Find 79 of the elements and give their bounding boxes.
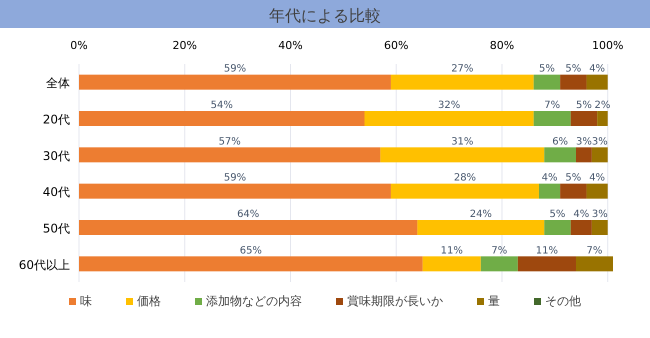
x-tick-label: 100% bbox=[592, 39, 624, 52]
bar bbox=[380, 147, 544, 162]
legend-label: その他 bbox=[545, 294, 581, 308]
data-label: 3% bbox=[592, 136, 608, 148]
bar bbox=[560, 74, 587, 90]
data-label: 24% bbox=[470, 209, 492, 220]
data-label: 54% bbox=[210, 100, 233, 111]
bar bbox=[534, 74, 560, 90]
bar bbox=[390, 184, 539, 199]
data-label: 5% bbox=[565, 64, 582, 75]
bar bbox=[592, 147, 608, 162]
data-label: 5% bbox=[576, 100, 592, 111]
y-tick-label: 20代 bbox=[42, 112, 70, 126]
data-label: 3% bbox=[576, 136, 592, 148]
data-label: 57% bbox=[218, 136, 241, 148]
legend-label: 味 bbox=[80, 294, 92, 308]
x-tick-label: 40% bbox=[278, 39, 303, 52]
bar bbox=[592, 220, 608, 235]
bar bbox=[597, 111, 608, 126]
bar bbox=[79, 256, 423, 272]
legend-label: 添加物などの内容 bbox=[206, 294, 302, 308]
y-tick-label: 全体 bbox=[46, 76, 70, 90]
bar bbox=[544, 220, 571, 235]
data-label: 5% bbox=[550, 209, 566, 220]
bar bbox=[422, 256, 481, 272]
bar bbox=[480, 256, 518, 272]
data-label: 4% bbox=[573, 209, 590, 220]
data-label: 7% bbox=[544, 100, 560, 111]
x-tick-label: 60% bbox=[384, 39, 408, 52]
data-label: 11% bbox=[536, 245, 558, 256]
data-label: 6% bbox=[552, 136, 568, 148]
bar bbox=[576, 147, 592, 162]
data-label: 11% bbox=[440, 245, 463, 256]
bar bbox=[79, 184, 391, 199]
bar bbox=[538, 184, 560, 199]
y-tick-label: 60代以上 bbox=[18, 258, 70, 272]
data-label: 2% bbox=[594, 100, 610, 111]
x-tick-label: 20% bbox=[172, 39, 197, 52]
legend-label: 量 bbox=[488, 294, 500, 308]
data-label: 32% bbox=[438, 100, 460, 111]
bar bbox=[560, 184, 587, 199]
data-label: 31% bbox=[451, 136, 474, 148]
data-label: 27% bbox=[451, 64, 474, 75]
bar bbox=[586, 184, 608, 199]
data-label: 28% bbox=[454, 172, 476, 184]
bar bbox=[518, 256, 576, 272]
legend-label: 価格 bbox=[137, 294, 161, 308]
x-tick-label: 0% bbox=[70, 39, 88, 52]
bar bbox=[534, 111, 571, 126]
bar bbox=[79, 220, 418, 235]
data-label: 4% bbox=[542, 172, 558, 184]
data-label: 59% bbox=[224, 172, 246, 184]
data-label: 3% bbox=[592, 209, 608, 220]
bar bbox=[79, 147, 380, 162]
data-label: 7% bbox=[491, 245, 508, 256]
y-tick-label: 50代 bbox=[42, 222, 70, 236]
bar bbox=[79, 111, 365, 126]
data-label: 64% bbox=[237, 209, 260, 220]
bar bbox=[544, 147, 576, 162]
bar bbox=[576, 256, 613, 272]
data-label: 7% bbox=[586, 245, 602, 256]
bar bbox=[570, 220, 592, 235]
chart-title: 年代による比較 bbox=[269, 6, 381, 25]
data-label: 4% bbox=[589, 172, 606, 184]
bar bbox=[364, 111, 534, 126]
y-tick-label: 30代 bbox=[42, 148, 70, 163]
data-label: 5% bbox=[538, 64, 555, 75]
bar bbox=[417, 220, 544, 235]
bar bbox=[586, 74, 608, 90]
data-label: 59% bbox=[224, 64, 246, 75]
data-label: 5% bbox=[565, 172, 582, 184]
bar bbox=[390, 74, 534, 90]
data-label: 65% bbox=[240, 245, 262, 256]
bar bbox=[79, 74, 391, 90]
y-tick-label: 40代 bbox=[42, 185, 70, 200]
legend-label: 賞味期限が長いか bbox=[347, 294, 443, 308]
x-tick-label: 80% bbox=[490, 39, 514, 52]
bar bbox=[570, 111, 598, 126]
data-label: 4% bbox=[589, 64, 606, 75]
